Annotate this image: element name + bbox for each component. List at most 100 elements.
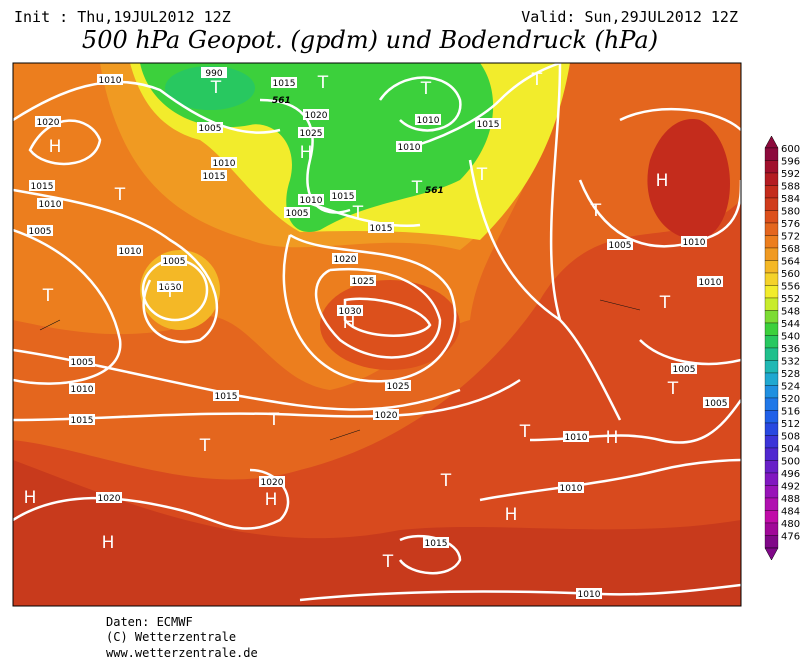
legend-label: 552: [781, 294, 800, 305]
isobar-label: 1020: [332, 253, 358, 265]
isobar-label: 1010: [681, 236, 707, 248]
isobar-label-box: [271, 77, 297, 88]
legend-swatch: [764, 247, 779, 261]
isobar-label: 1015: [213, 390, 239, 402]
pressure-center: H: [102, 533, 115, 553]
legend-cap: [764, 547, 779, 561]
pressure-center: T: [268, 410, 280, 430]
isobar-label-box: [201, 170, 227, 181]
isobar-label-text: 1005: [673, 365, 696, 375]
legend-label: 520: [781, 394, 800, 405]
isobar-label: 1010: [117, 245, 143, 257]
legend-swatch: [764, 160, 779, 174]
pressure-center: H: [300, 143, 313, 163]
isobar-label-text: 1005: [286, 209, 309, 219]
legend-swatch: [764, 372, 779, 386]
legend-label: 568: [781, 244, 800, 255]
isobar-label-text: 1005: [29, 227, 52, 237]
legend-swatch: [764, 297, 779, 311]
isobar-label: 1015: [29, 180, 55, 192]
isobar-label-box: [298, 127, 324, 138]
map-frame: [12, 62, 742, 607]
pressure-center: T: [210, 78, 222, 98]
isobar-label-text: 1015: [370, 224, 393, 234]
isobar-label-text: 1010: [119, 247, 142, 257]
legend-swatch: [764, 335, 779, 349]
isobar-label-text: 1025: [300, 129, 323, 139]
isobar-label-text: 1010: [398, 143, 421, 153]
isobar-label-text: 1020: [37, 118, 60, 128]
isobar-label-text: 1010: [683, 238, 706, 248]
legend-swatch: [764, 272, 779, 286]
legend-swatch: [764, 485, 779, 499]
legend-label: 584: [781, 194, 800, 205]
isobar-label-box: [211, 157, 237, 168]
isobar-label-text: 1010: [99, 76, 122, 86]
isobar-label-text: 1010: [699, 278, 722, 288]
legend-label: 480: [781, 519, 800, 530]
isobar-label: 1010: [558, 482, 584, 494]
legend-swatch: [764, 172, 779, 186]
isobar-label-text: 1010: [560, 484, 583, 494]
isobar-label-text: 1015: [71, 416, 94, 426]
isobar-label-box: [415, 114, 441, 125]
isobar-label: 1010: [211, 157, 237, 169]
isobar-label-box: [35, 116, 61, 127]
isobar-label-box: [157, 281, 183, 292]
legend-swatch: [764, 447, 779, 461]
pressure-center: T: [659, 293, 671, 313]
isobar-label-text: 1020: [375, 411, 398, 421]
pressure-center: T: [199, 436, 211, 456]
pressure-center: H: [606, 428, 619, 448]
isobar-label: 1030: [157, 281, 183, 293]
legend-label: 532: [781, 357, 800, 368]
isobar-label: 1015: [475, 118, 501, 130]
pressure-center: T: [42, 286, 54, 306]
isobar-label-box: [563, 431, 589, 442]
legend-swatch: [764, 222, 779, 236]
legend-label: 576: [781, 219, 800, 230]
isobar-label-text: 1020: [261, 478, 284, 488]
legend-label: 596: [781, 157, 800, 168]
legend-swatch: [764, 385, 779, 399]
isobar-label-text: 1015: [203, 172, 226, 182]
pressure-center: T: [519, 422, 531, 442]
isobar-label-text: 1005: [705, 399, 728, 409]
legend-cap: [764, 135, 779, 149]
isobar-label-text: 1030: [159, 283, 182, 293]
legend-swatch: [764, 535, 779, 549]
isobar-label: 1010: [97, 74, 123, 86]
legend-label: 580: [781, 207, 800, 218]
legend-label: 492: [781, 482, 800, 493]
pressure-center: T: [114, 185, 126, 205]
legend-swatch: [764, 285, 779, 299]
isobar-label-box: [303, 109, 329, 120]
pressure-center: T: [476, 165, 488, 185]
pressure-center: T: [382, 552, 394, 572]
pressure-center: T: [440, 471, 452, 491]
legend-label: 508: [781, 432, 800, 443]
isobar-label-box: [703, 397, 729, 408]
isobar-label: 1010: [415, 114, 441, 126]
isobar-label-text: 1015: [332, 192, 355, 202]
isobar-label: 1020: [96, 492, 122, 504]
isobar-label: 1005: [671, 363, 697, 375]
legend-swatch: [764, 522, 779, 536]
legend-swatch: [764, 197, 779, 211]
legend-swatch: [764, 422, 779, 436]
isobar-label: 1005: [197, 122, 223, 134]
valid-time: Valid: Sun,29JUL2012 12Z: [521, 8, 738, 26]
isobar-label-text: 1010: [565, 433, 588, 443]
isobar-label-box: [29, 180, 55, 191]
pressure-center: H: [505, 505, 518, 525]
isobar-label: 990: [201, 67, 227, 79]
isobar-label-text: 1010: [300, 196, 323, 206]
isobar-label-box: [213, 390, 239, 401]
isobar-label-box: [423, 537, 449, 548]
footer-line: Daten: ECMWF: [106, 615, 193, 629]
isobar-label: 1025: [385, 380, 411, 392]
footer-line: www.wetterzentrale.de: [106, 646, 258, 660]
legend-swatch: [764, 410, 779, 424]
isobar-label-box: [259, 476, 285, 487]
